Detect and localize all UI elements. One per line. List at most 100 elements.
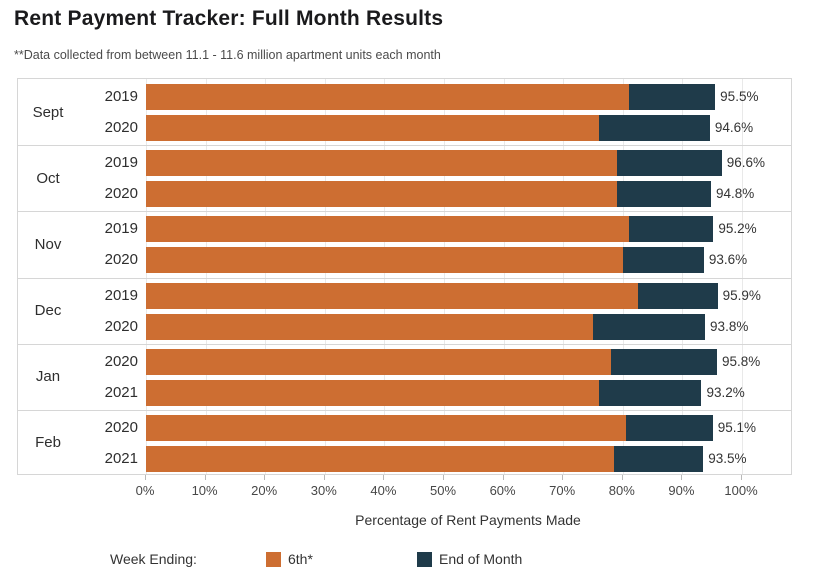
gridline (444, 79, 445, 474)
gridline (146, 79, 147, 474)
total-label: 93.8% (710, 318, 749, 334)
month-group-divider (18, 410, 791, 411)
year-label: 2020 (104, 352, 138, 370)
bar-segment-6th[interactable] (146, 247, 623, 274)
stacked-bar (146, 247, 704, 274)
stacked-bar (146, 379, 702, 406)
bar-segment-6th[interactable] (146, 414, 626, 441)
month-group-divider (18, 278, 791, 279)
year-label: 2021 (104, 383, 138, 401)
year-label: 2021 (104, 449, 138, 467)
month-group-divider (18, 145, 791, 146)
bar-segment-end-of-month[interactable] (625, 414, 713, 441)
stacked-bar (146, 445, 704, 472)
stacked-bar (146, 150, 722, 177)
month-label: Sept (32, 103, 64, 121)
bar-segment-6th[interactable] (146, 115, 599, 141)
x-axis-tick (741, 475, 742, 480)
bar-segment-end-of-month[interactable] (616, 181, 711, 208)
x-axis-tick-label: 60% (489, 483, 516, 498)
stacked-bar (146, 84, 716, 110)
bar-segment-end-of-month[interactable] (593, 313, 706, 340)
x-axis-tick (681, 475, 683, 480)
month-label: Oct (36, 169, 60, 187)
bar-segment-end-of-month[interactable] (628, 84, 716, 110)
stacked-bar (146, 181, 711, 208)
x-axis-tick (323, 475, 325, 480)
bar-segment-6th[interactable] (146, 348, 611, 375)
bar-segment-end-of-month[interactable] (616, 150, 722, 177)
gridline (324, 79, 326, 474)
x-axis-tick (264, 475, 266, 480)
x-axis-tick (204, 475, 206, 480)
bar-segment-6th[interactable] (146, 150, 617, 177)
stacked-bar (146, 348, 717, 375)
gridline (742, 79, 743, 474)
year-label: 2020 (104, 119, 138, 136)
x-axis-tick-label: 30% (310, 483, 337, 498)
x-axis-tick (562, 475, 564, 480)
stacked-bar (146, 313, 706, 340)
chart-subtitle: **Data collected from between 11.1 - 11.… (14, 48, 441, 62)
bar-segment-end-of-month[interactable] (610, 348, 717, 375)
x-axis-tick-label: 20% (251, 483, 278, 498)
bar-segment-6th[interactable] (146, 282, 638, 309)
total-label: 94.6% (714, 120, 754, 135)
year-label: 2020 (104, 418, 138, 436)
bar-segment-end-of-month[interactable] (613, 445, 704, 472)
total-label: 95.8% (721, 353, 761, 369)
bar-segment-end-of-month[interactable] (598, 115, 710, 141)
year-label: 2019 (104, 154, 138, 172)
plot-area: Sept 2019 95.5% 2020 94.6% Oct 2019 96.6% 2020 94… (17, 78, 792, 475)
x-axis-tick (145, 475, 146, 480)
total-label: 93.5% (708, 450, 747, 466)
gridline (503, 79, 505, 474)
x-axis-tick-label: 40% (370, 483, 397, 498)
year-label: 2020 (104, 251, 138, 269)
month-label: Nov (34, 235, 62, 253)
x-axis-tick-label: 80% (608, 483, 635, 498)
bar-segment-6th[interactable] (146, 216, 629, 243)
page-title: Rent Payment Tracker: Full Month Results (14, 7, 444, 30)
x-axis-tick-label: 100% (724, 483, 758, 498)
legend-item-label: 6th* (288, 551, 313, 567)
stacked-bar (146, 216, 714, 243)
gridline (682, 79, 684, 474)
legend-swatch-6th (266, 552, 281, 567)
stacked-bar (146, 115, 710, 141)
total-label: 95.9% (722, 287, 761, 303)
bar-segment-6th[interactable] (146, 84, 629, 110)
gridline (622, 79, 624, 474)
bar-segment-6th[interactable] (146, 313, 593, 340)
bar-segment-6th[interactable] (146, 181, 617, 208)
legend-title: Week Ending: (110, 551, 197, 567)
legend-swatch-end-of-month (417, 552, 432, 567)
bar-segment-6th[interactable] (146, 445, 614, 472)
month-label: Dec (34, 302, 62, 320)
bar-segment-end-of-month[interactable] (628, 216, 714, 243)
gridline (205, 79, 207, 474)
total-label: 95.1% (717, 419, 757, 435)
year-label: 2020 (104, 185, 138, 203)
x-axis-title: Percentage of Rent Payments Made (355, 512, 581, 528)
year-label: 2019 (104, 286, 138, 304)
gridline (563, 79, 565, 474)
stacked-bar (146, 282, 718, 309)
month-label: Feb (35, 434, 61, 452)
x-axis-tick-label: 70% (549, 483, 576, 498)
bar-segment-end-of-month[interactable] (622, 247, 704, 274)
year-label: 2020 (104, 317, 138, 335)
stacked-bar (146, 414, 713, 441)
total-label: 93.2% (706, 384, 745, 400)
x-axis-tick-label: 0% (135, 483, 155, 498)
total-label: 96.6% (726, 155, 766, 171)
bar-segment-end-of-month[interactable] (598, 379, 702, 406)
month-group-divider (18, 211, 791, 212)
legend-item-label: End of Month (439, 551, 523, 567)
year-label: 2019 (104, 88, 138, 105)
bar-segment-6th[interactable] (146, 379, 599, 406)
bar-segment-end-of-month[interactable] (637, 282, 718, 309)
month-label: Jan (35, 368, 61, 386)
year-label: 2019 (104, 220, 138, 238)
gridline (265, 79, 267, 474)
